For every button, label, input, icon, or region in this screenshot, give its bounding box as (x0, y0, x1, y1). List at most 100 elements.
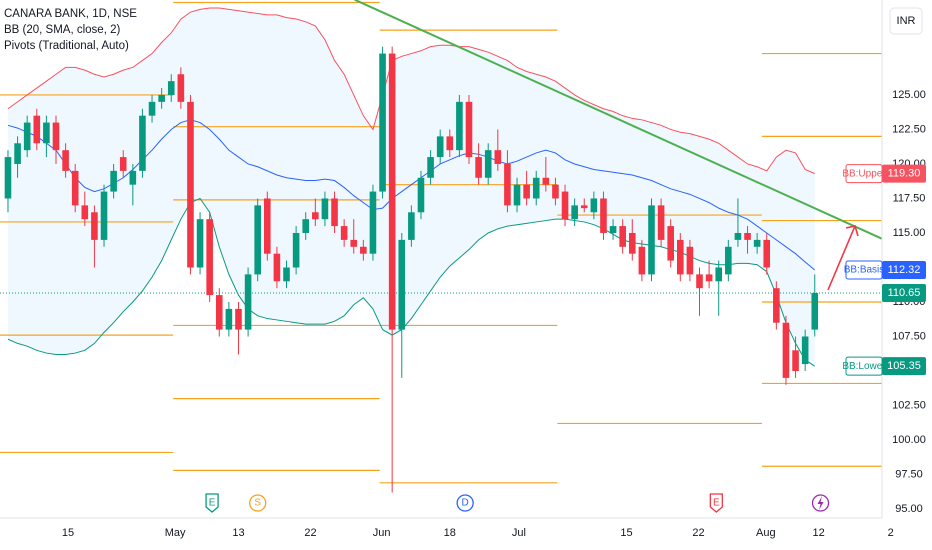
candle-body (504, 163, 511, 206)
candle-body (561, 191, 569, 220)
candle-body (177, 74, 185, 102)
candle-body (388, 53, 396, 330)
candle-body (119, 157, 127, 171)
x-tick-label: May (165, 527, 186, 539)
event-icon (205, 493, 219, 513)
x-tick-label: Aug (756, 527, 776, 539)
axes: E S D E 15 May 13 22 Jun 18 Jul 15 22 Aug 12 295.00 97.5… (0, 0, 926, 539)
candle-body (148, 101, 156, 116)
candle-body (667, 226, 674, 261)
candle-body (273, 253, 281, 282)
arrow-annotation (827, 225, 859, 291)
event-label: S (254, 498, 261, 509)
candle-body (417, 177, 425, 213)
candle-body (14, 143, 21, 164)
candle-body (638, 246, 646, 275)
price-label: 112.32 (888, 264, 921, 276)
candle-body (513, 184, 521, 206)
candle-body (369, 191, 377, 254)
candle-body (792, 350, 799, 372)
candle-body (206, 219, 213, 296)
x-tick-label: 22 (692, 527, 704, 539)
candle-body (744, 232, 751, 240)
candle-body (81, 205, 89, 220)
y-tick-label: 102.50 (892, 399, 926, 411)
candle-body (753, 239, 761, 247)
legend-indicator: Pivots (Traditional, Auto) (4, 40, 129, 52)
candle-body (110, 170, 117, 192)
candle-body (292, 232, 300, 268)
legend-indicator: BB (20, SMA, close, 2) (4, 24, 120, 36)
y-tick-label: 100.00 (892, 434, 926, 446)
candle-body (734, 232, 742, 240)
candle-body (91, 212, 98, 240)
candle-body (4, 157, 12, 199)
event-label: D (462, 498, 469, 509)
candle-body (427, 157, 434, 178)
candle-body (619, 226, 626, 247)
price-label: 105.35 (887, 360, 921, 372)
candle-body (129, 170, 137, 185)
x-tick-label: 15 (620, 527, 632, 539)
candle-body (408, 212, 415, 240)
candle-body (600, 198, 607, 233)
x-tick-label: 13 (232, 527, 244, 539)
x-tick-label: 18 (444, 527, 456, 539)
candle-body (696, 274, 703, 289)
trend-line (354, 0, 882, 240)
price-label-box (882, 284, 926, 303)
candle-body (686, 246, 694, 275)
candle-body (302, 219, 310, 233)
candle-body (715, 267, 723, 282)
candle-body (23, 122, 31, 151)
candle-body (523, 184, 530, 199)
candle-body (475, 157, 482, 178)
y-tick-label: 122.50 (892, 123, 926, 135)
candle-body (705, 274, 713, 282)
candle-body (215, 295, 223, 330)
candle-body (52, 122, 60, 151)
candle-body (590, 198, 598, 213)
candle-body (235, 308, 242, 330)
candle-body (283, 267, 290, 282)
legend-title: CANARA BANK, 1D, NSE (4, 8, 137, 20)
candle-body (763, 239, 771, 268)
candle-body (484, 150, 492, 178)
candle-body (552, 184, 559, 199)
candle-body (648, 205, 655, 275)
candle-body (436, 136, 444, 158)
flash-bolt (817, 496, 824, 510)
price-label-box (882, 260, 926, 279)
candle-body (254, 205, 261, 275)
candle-body (244, 274, 252, 330)
candle-body (263, 198, 271, 254)
series-name-label: BB:Basis (844, 265, 885, 276)
y-tick-label: 117.50 (893, 192, 926, 204)
event-icon (709, 493, 723, 513)
candle-body (139, 115, 146, 171)
candle-body (657, 205, 665, 240)
candle-body (71, 170, 79, 206)
candle-body (379, 53, 386, 192)
x-tick-label: 12 (812, 527, 824, 539)
y-tick-label: 125.00 (892, 89, 926, 101)
candle-body (801, 336, 809, 365)
candle-body (43, 122, 50, 144)
y-tick-label: 107.50 (892, 330, 926, 342)
candle-body (446, 136, 454, 151)
candle-body (331, 198, 338, 227)
plot-area (0, 0, 882, 493)
candle-body (811, 293, 819, 330)
event-label: E (209, 498, 216, 509)
price-label: 119.30 (888, 168, 921, 180)
candle-body (350, 239, 358, 247)
y-tick-label: 115.00 (893, 227, 926, 239)
x-tick-label: 2 (888, 527, 894, 539)
candle-body (196, 219, 204, 268)
candle-body (580, 205, 588, 209)
series-name-label: BB:Lower (842, 361, 886, 372)
currency: INR (897, 15, 916, 27)
currency-button[interactable] (889, 7, 923, 35)
candle-body (456, 101, 463, 151)
